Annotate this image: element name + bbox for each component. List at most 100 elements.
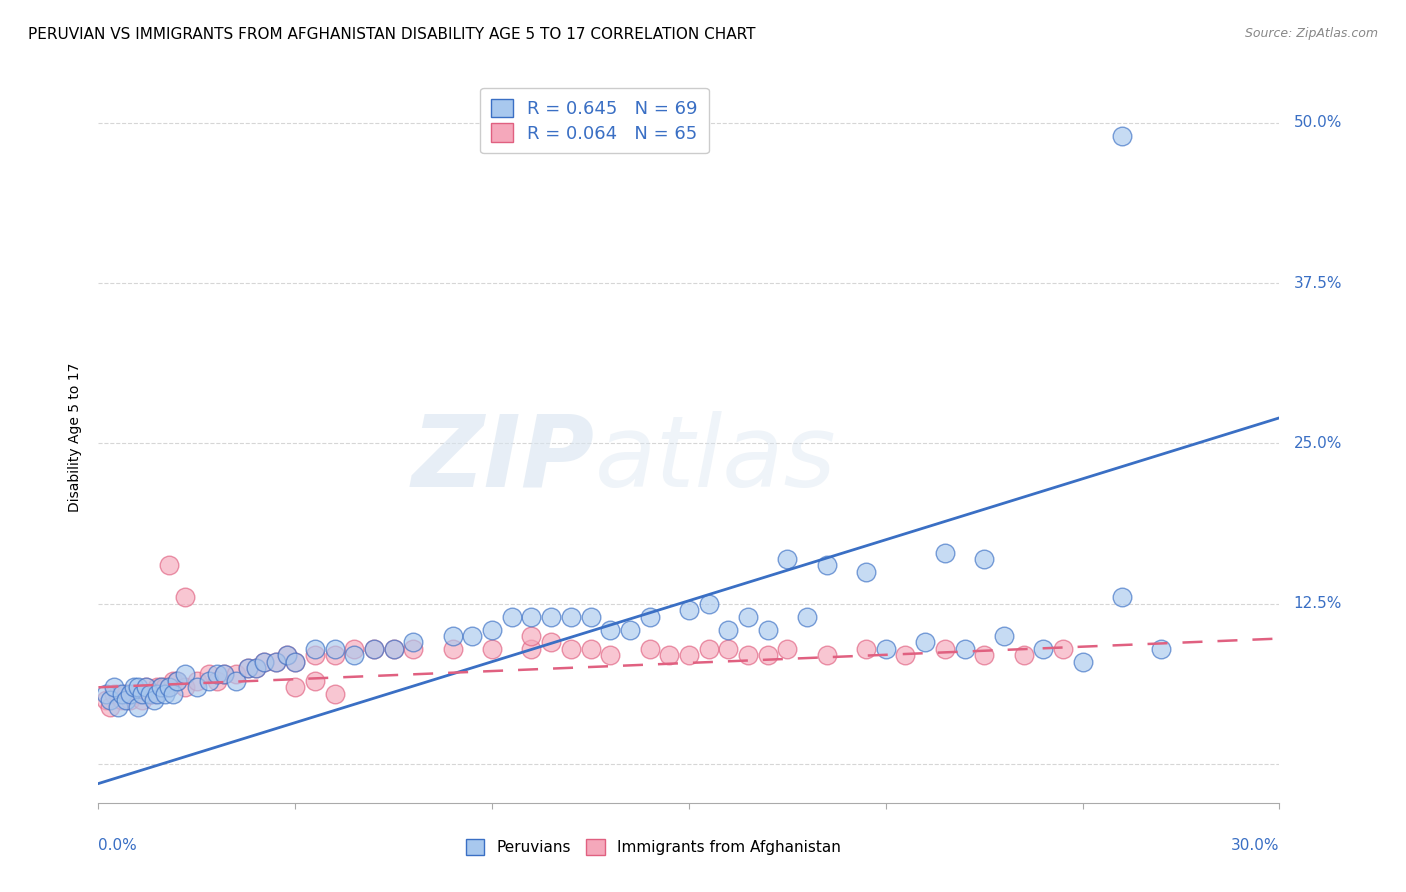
Point — [205, 667, 228, 681]
Point — [135, 681, 157, 695]
Point — [579, 641, 602, 656]
Point — [264, 655, 287, 669]
Point — [855, 641, 877, 656]
Point — [934, 641, 956, 656]
Point — [1150, 641, 1173, 656]
Point — [953, 641, 976, 656]
Point — [155, 687, 177, 701]
Text: 30.0%: 30.0% — [1232, 838, 1279, 854]
Point — [131, 687, 153, 701]
Point — [776, 552, 799, 566]
Text: 37.5%: 37.5% — [1294, 276, 1341, 291]
Point — [118, 687, 141, 701]
Point — [205, 673, 228, 688]
Point — [236, 661, 259, 675]
Point — [146, 681, 169, 695]
Point — [520, 629, 543, 643]
Text: Source: ZipAtlas.com: Source: ZipAtlas.com — [1244, 27, 1378, 40]
Point — [214, 667, 236, 681]
Point — [520, 609, 543, 624]
Point — [540, 635, 562, 649]
Point — [162, 687, 184, 701]
Point — [115, 693, 138, 707]
Point — [815, 648, 838, 663]
Point — [236, 661, 259, 675]
Point — [127, 687, 149, 701]
Point — [127, 699, 149, 714]
Point — [855, 565, 877, 579]
Point — [304, 673, 326, 688]
Point — [127, 681, 149, 695]
Point — [111, 693, 134, 707]
Point — [993, 629, 1015, 643]
Point — [599, 623, 621, 637]
Point — [122, 681, 145, 695]
Point — [638, 641, 661, 656]
Point — [520, 641, 543, 656]
Point — [174, 667, 197, 681]
Point — [481, 641, 503, 656]
Point — [697, 597, 720, 611]
Point — [973, 552, 995, 566]
Point — [98, 693, 121, 707]
Point — [796, 609, 818, 624]
Point — [135, 681, 157, 695]
Point — [111, 687, 134, 701]
Point — [157, 558, 180, 573]
Point — [186, 673, 208, 688]
Point — [481, 623, 503, 637]
Point — [363, 641, 385, 656]
Point — [402, 635, 425, 649]
Point — [697, 641, 720, 656]
Point — [150, 681, 173, 695]
Point — [162, 673, 184, 688]
Point — [96, 687, 118, 701]
Point — [138, 687, 160, 701]
Point — [197, 667, 219, 681]
Point — [717, 641, 740, 656]
Y-axis label: Disability Age 5 to 17: Disability Age 5 to 17 — [69, 362, 83, 512]
Point — [343, 641, 366, 656]
Point — [579, 609, 602, 624]
Text: 50.0%: 50.0% — [1294, 115, 1341, 130]
Point — [756, 623, 779, 637]
Point — [501, 609, 523, 624]
Point — [174, 591, 197, 605]
Point — [717, 623, 740, 637]
Point — [914, 635, 936, 649]
Point — [560, 609, 582, 624]
Text: atlas: atlas — [595, 410, 837, 508]
Text: 25.0%: 25.0% — [1294, 436, 1341, 451]
Point — [323, 648, 346, 663]
Point — [973, 648, 995, 663]
Point — [166, 673, 188, 688]
Point — [150, 681, 173, 695]
Point — [678, 603, 700, 617]
Point — [225, 667, 247, 681]
Point — [253, 655, 276, 669]
Point — [1111, 128, 1133, 143]
Text: ZIP: ZIP — [412, 410, 595, 508]
Point — [461, 629, 484, 643]
Point — [756, 648, 779, 663]
Point — [157, 681, 180, 695]
Point — [118, 693, 141, 707]
Point — [245, 661, 267, 675]
Text: 12.5%: 12.5% — [1294, 597, 1341, 611]
Point — [115, 687, 138, 701]
Point — [304, 641, 326, 656]
Point — [186, 681, 208, 695]
Point — [382, 641, 405, 656]
Point — [166, 673, 188, 688]
Point — [343, 648, 366, 663]
Legend: Peruvians, Immigrants from Afghanistan: Peruvians, Immigrants from Afghanistan — [460, 833, 846, 861]
Point — [197, 673, 219, 688]
Point — [131, 693, 153, 707]
Point — [264, 655, 287, 669]
Point — [737, 648, 759, 663]
Point — [98, 699, 121, 714]
Point — [146, 687, 169, 701]
Point — [107, 687, 129, 701]
Point — [107, 699, 129, 714]
Point — [276, 648, 298, 663]
